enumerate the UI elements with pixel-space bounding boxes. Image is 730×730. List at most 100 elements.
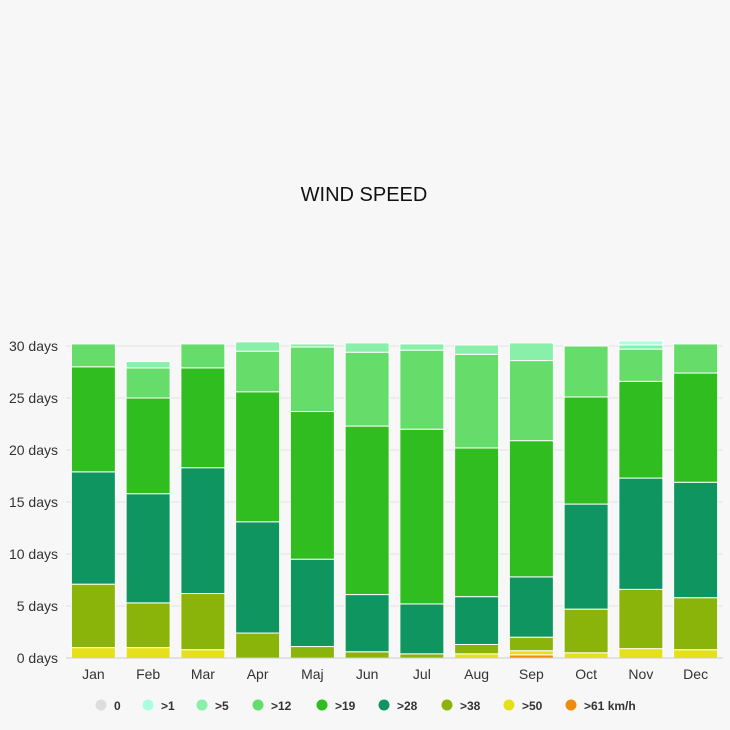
bar-segment[interactable] [673, 343, 719, 374]
bar-segment[interactable] [508, 576, 554, 638]
bar-segment[interactable] [180, 467, 226, 595]
bar-segment[interactable] [618, 344, 664, 350]
legend-item[interactable]: 0 [95, 699, 122, 713]
bar-segment[interactable] [399, 428, 445, 605]
bar-segment[interactable] [454, 344, 500, 355]
bar-stack-jan[interactable] [70, 343, 116, 659]
bar-segment[interactable] [70, 471, 116, 585]
bar-segment[interactable] [563, 608, 609, 654]
bar-segment[interactable] [289, 343, 335, 348]
legend-marker [565, 699, 577, 711]
bar-segment[interactable] [70, 583, 116, 649]
bar-segment[interactable] [180, 593, 226, 651]
legend-item[interactable]: >50 [503, 699, 543, 713]
legend-item[interactable]: >19 [316, 699, 356, 713]
bar-stack-jul[interactable] [399, 343, 445, 659]
bar-segment[interactable] [618, 588, 664, 650]
bar-segment[interactable] [618, 648, 664, 659]
bar-segment[interactable] [235, 341, 281, 352]
y-axis: 0 days 5 days 10 days 15 days 20 days 25 days… [9, 338, 58, 666]
bar-stack-feb[interactable] [125, 361, 171, 659]
legend-item[interactable]: >5 [196, 699, 230, 713]
bar-stack-aug[interactable] [454, 344, 500, 659]
bar-segment[interactable] [563, 503, 609, 610]
legend[interactable]: 0 >1 >5 >12 >19 >28 >38 >50 >61 km/h [95, 699, 636, 713]
legend-item[interactable]: >28 [378, 699, 418, 713]
bar-segment[interactable] [70, 366, 116, 473]
bar-segment[interactable] [508, 440, 554, 578]
bar-segment[interactable] [454, 596, 500, 645]
bar-segment[interactable] [344, 342, 390, 353]
bar-segment[interactable] [180, 343, 226, 369]
x-tick-label: Feb [136, 666, 160, 682]
bar-segment[interactable] [508, 342, 554, 362]
bar-segment[interactable] [235, 521, 281, 634]
bar-segment[interactable] [454, 353, 500, 449]
bar-segment[interactable] [70, 343, 116, 368]
bar-segment[interactable] [125, 647, 171, 659]
bar-segment[interactable] [235, 350, 281, 393]
bar-segment[interactable] [508, 650, 554, 656]
legend-marker [142, 699, 154, 711]
bar-segment[interactable] [344, 651, 390, 659]
bar-segment[interactable] [399, 653, 445, 659]
bar-stack-jun[interactable] [344, 342, 390, 659]
bar-segment[interactable] [618, 477, 664, 590]
bar-stack-apr[interactable] [235, 341, 281, 659]
bar-segment[interactable] [508, 360, 554, 442]
bar-segment[interactable] [673, 597, 719, 651]
bar-segment[interactable] [344, 594, 390, 653]
bar-segment[interactable] [180, 649, 226, 659]
bar-segment[interactable] [618, 348, 664, 382]
bar-segment[interactable] [344, 425, 390, 596]
bar-stack-maj[interactable] [289, 343, 335, 659]
legend-item[interactable]: >12 [252, 699, 292, 713]
bar-segment[interactable] [289, 646, 335, 659]
bar-stack-oct[interactable] [563, 345, 609, 659]
bar-segment[interactable] [454, 653, 500, 659]
bar-segment[interactable] [399, 343, 445, 351]
bar-segment[interactable] [563, 345, 609, 398]
legend-marker [378, 699, 390, 711]
bar-stack-sep[interactable] [508, 342, 554, 659]
bar-stack-dec[interactable] [673, 343, 719, 659]
bar-stack-nov[interactable] [618, 340, 664, 659]
bar-segment[interactable] [125, 602, 171, 649]
x-tick-label: Dec [683, 666, 708, 682]
bar-segment[interactable] [399, 603, 445, 655]
legend-item[interactable]: >1 [142, 699, 176, 713]
bar-segment[interactable] [673, 649, 719, 659]
y-tick-label: 0 days [17, 650, 58, 666]
bar-segment[interactable] [563, 652, 609, 659]
bar-segment[interactable] [180, 367, 226, 469]
bar-segment[interactable] [289, 411, 335, 560]
bar-segment[interactable] [508, 636, 554, 652]
bars [70, 340, 719, 659]
bar-segment[interactable] [673, 481, 719, 599]
bar-segment[interactable] [454, 643, 500, 655]
x-tick-label: Maj [301, 666, 324, 682]
bar-segment[interactable] [125, 367, 171, 399]
bar-segment[interactable] [125, 361, 171, 369]
legend-label: >5 [215, 699, 229, 713]
bar-segment[interactable] [618, 380, 664, 479]
legend-item[interactable]: >61 km/h [565, 699, 636, 713]
bar-segment[interactable] [618, 340, 664, 346]
bar-segment[interactable] [70, 647, 116, 659]
bar-segment[interactable] [125, 397, 171, 495]
legend-label: >61 km/h [584, 699, 636, 713]
legend-item[interactable]: >38 [441, 699, 481, 713]
chart-title: WIND SPEED [301, 184, 428, 206]
bar-stack-mar[interactable] [180, 343, 226, 659]
bar-segment[interactable] [563, 396, 609, 505]
bar-segment[interactable] [454, 447, 500, 598]
bar-segment[interactable] [399, 349, 445, 430]
bar-segment[interactable] [125, 493, 171, 604]
x-tick-label: Jul [413, 666, 431, 682]
bar-segment[interactable] [235, 391, 281, 523]
bar-segment[interactable] [344, 351, 390, 427]
bar-segment[interactable] [235, 632, 281, 659]
bar-segment[interactable] [289, 346, 335, 413]
bar-segment[interactable] [673, 372, 719, 483]
bar-segment[interactable] [289, 558, 335, 648]
